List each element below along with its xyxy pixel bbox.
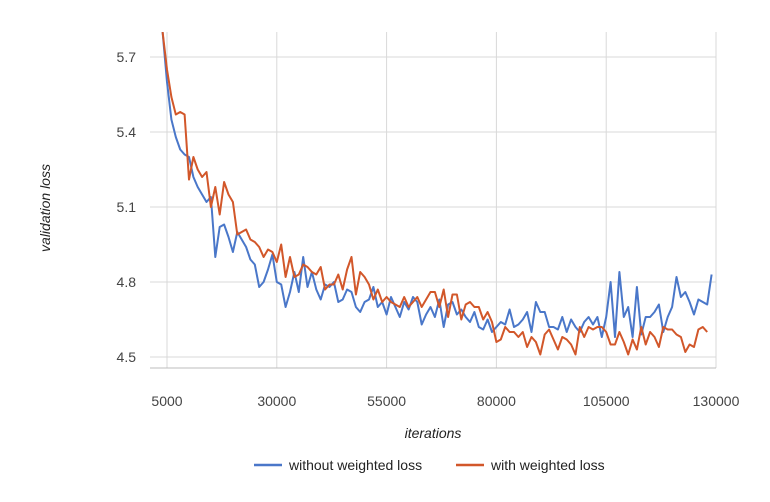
y-axis-ticks: 4.5 4.8 5.1 5.4 5.7 xyxy=(117,49,137,365)
legend-label-with-weighted-loss: with weighted loss xyxy=(490,457,605,473)
y-axis-title: validation loss xyxy=(37,164,53,252)
series-line-without-weighted-loss xyxy=(161,32,713,338)
x-tick-label: 130000 xyxy=(693,393,740,409)
x-tick-label: 105000 xyxy=(583,393,630,409)
legend: without weighted loss with weighted loss xyxy=(254,457,605,473)
y-tick-label: 4.5 xyxy=(117,349,137,365)
x-tick-label: 30000 xyxy=(257,393,296,409)
y-tick-label: 5.7 xyxy=(117,49,137,65)
x-tick-label: 80000 xyxy=(477,393,516,409)
y-tick-label: 5.1 xyxy=(117,199,137,215)
x-tick-label: 55000 xyxy=(367,393,406,409)
legend-label-without-weighted-loss: without weighted loss xyxy=(288,457,422,473)
x-axis-ticks: 5000 30000 55000 80000 105000 130000 xyxy=(151,393,739,409)
x-axis-title: iterations xyxy=(405,425,462,441)
y-tick-label: 4.8 xyxy=(117,274,137,290)
series-lines xyxy=(161,32,713,356)
x-tick-label: 5000 xyxy=(151,393,182,409)
series-line-with-weighted-loss xyxy=(161,32,708,356)
y-tick-label: 5.4 xyxy=(117,124,137,140)
grid xyxy=(150,32,717,369)
